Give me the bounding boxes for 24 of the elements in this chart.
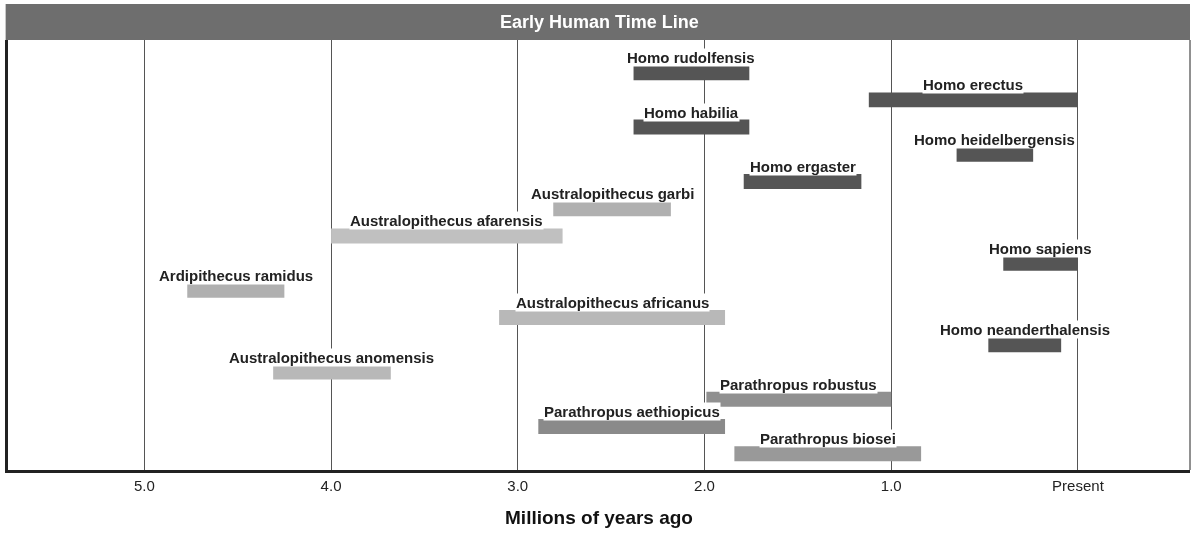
bar <box>734 446 922 462</box>
y-tick-label: Australopithecus afarensis <box>350 212 543 229</box>
y-tick-label: Australopithecus garbi <box>531 185 695 202</box>
y-tick-label: Parathropus biosei <box>760 430 896 447</box>
y-tick-label: Parathropus robustus <box>720 376 877 393</box>
y-tick-label: Homo heidelbergensis <box>914 131 1075 148</box>
x-tick-label: 2.0 <box>694 477 715 494</box>
y-tick-label: Homo erectus <box>923 76 1024 93</box>
x-tick-label: 5.0 <box>133 477 155 494</box>
y-tick-label: Parathropus aethiopicus <box>544 403 720 420</box>
x-axis-title: Millions of years ago <box>505 506 693 528</box>
x-tick-label: Present <box>1052 477 1105 494</box>
x-tick-label: 4.0 <box>320 477 342 494</box>
y-tick-label: Australopithecus anomensis <box>229 349 435 366</box>
y-tick-label: Homo neanderthalensis <box>940 321 1111 338</box>
chart-title: Early Human Time Line <box>500 12 699 32</box>
y-tick-label: Homo rudolfensis <box>627 49 755 66</box>
x-tick-label: 1.0 <box>880 477 902 494</box>
y-tick-label: Homo habilia <box>644 104 739 121</box>
y-tick-label: Australopithecus africanus <box>516 294 710 311</box>
x-tick-label: 3.0 <box>507 477 529 494</box>
y-tick-label: Homo ergaster <box>750 158 857 175</box>
y-tick-label: Ardipithecus ramidus <box>159 267 314 284</box>
y-tick-label: Homo sapiens <box>989 240 1092 257</box>
